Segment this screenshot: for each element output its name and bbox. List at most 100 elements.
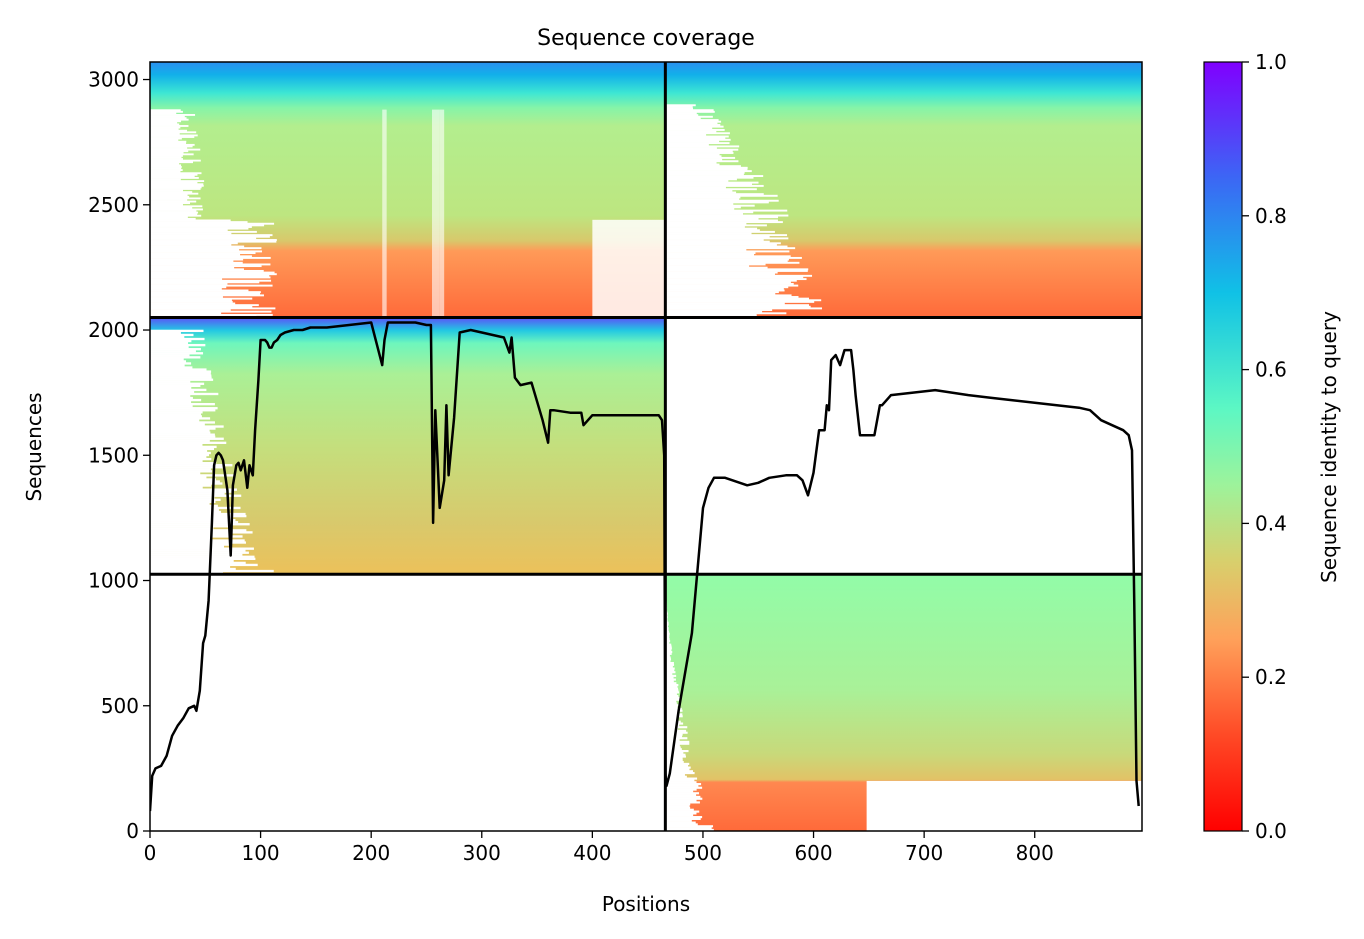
gap-row <box>665 180 729 182</box>
gap-row <box>665 680 674 683</box>
gap-row <box>150 248 240 251</box>
gap-row <box>150 142 187 145</box>
x-tick-label: 100 <box>241 841 279 865</box>
gap-row <box>665 632 670 635</box>
gap-row <box>150 245 245 248</box>
gap-row <box>150 194 188 197</box>
gap-row <box>665 658 672 661</box>
gap-row <box>150 506 241 510</box>
gap-row <box>665 135 729 138</box>
gap-row <box>150 476 207 479</box>
gap-row <box>665 148 739 151</box>
gap-row <box>665 230 775 233</box>
gap-row <box>665 663 675 666</box>
gap-row <box>665 196 741 199</box>
gap-row <box>665 284 799 287</box>
gap-row <box>150 400 192 404</box>
gap-row <box>150 227 249 230</box>
gap-row <box>665 718 677 721</box>
gap-row <box>150 394 191 398</box>
x-tick-label: 700 <box>905 841 943 865</box>
gap-row <box>665 227 758 230</box>
gap-row <box>665 283 794 285</box>
gap-row <box>665 671 676 674</box>
gap-row <box>665 788 697 791</box>
gap-row <box>665 255 791 258</box>
gap-row <box>665 117 701 120</box>
x-tick-label: 400 <box>573 841 611 865</box>
gap-row <box>150 537 213 540</box>
gap-row <box>150 253 241 256</box>
gap-row <box>150 455 207 459</box>
gap-row <box>665 194 778 197</box>
heatmap-gaps <box>150 104 1142 831</box>
gap-row <box>665 142 730 145</box>
gap-row <box>150 210 197 212</box>
gap-row <box>150 136 195 138</box>
gap-row <box>150 341 189 345</box>
gap-row <box>665 727 678 731</box>
gap-row <box>665 186 726 189</box>
gap-row <box>150 289 249 292</box>
gap-row <box>150 162 180 165</box>
gap-row <box>150 208 203 211</box>
gap-row <box>150 488 238 491</box>
gap-row <box>665 740 690 743</box>
gap-row <box>150 423 205 426</box>
gap-row <box>150 153 194 156</box>
gap-row <box>665 766 691 769</box>
gap-row <box>665 120 722 123</box>
gap-row <box>150 192 199 195</box>
gap-row <box>150 189 184 192</box>
gap-row <box>150 329 204 333</box>
gap-row <box>665 656 671 659</box>
colorbar-tick-label: 0.2 <box>1255 665 1287 689</box>
gap-row <box>150 417 211 420</box>
gap-row <box>150 563 258 567</box>
gap-row <box>665 621 669 624</box>
gap-row <box>150 529 247 532</box>
gap-row <box>150 170 181 173</box>
gap-row <box>665 265 750 268</box>
gap-row <box>665 660 671 663</box>
y-tick-label: 1000 <box>88 569 139 593</box>
gap-row <box>150 255 252 258</box>
gap-row <box>665 693 677 696</box>
gap-row <box>150 237 257 240</box>
gap-row <box>665 278 807 281</box>
gap-row <box>665 234 788 237</box>
gap-row <box>150 343 206 347</box>
gap-row <box>150 508 219 512</box>
gap-row <box>665 133 707 136</box>
gap-row <box>665 312 787 315</box>
gap-row <box>665 305 811 308</box>
gap-row <box>150 195 190 198</box>
gap-row <box>665 709 683 712</box>
gap-row <box>665 753 686 756</box>
gap-row <box>665 279 797 282</box>
gap-row <box>665 762 690 765</box>
gap-row <box>665 649 672 652</box>
gap-row <box>665 696 681 699</box>
gap-row <box>150 205 203 208</box>
gap-row <box>665 792 699 795</box>
colorbar <box>1203 61 1243 832</box>
gap-row <box>150 380 191 383</box>
gap-row <box>150 129 188 132</box>
gap-row <box>665 784 699 787</box>
gap-row <box>150 250 263 253</box>
gap-row <box>665 268 809 271</box>
gap-row <box>150 392 219 396</box>
gap-row <box>665 221 783 224</box>
gap-row <box>665 287 784 290</box>
gap-row <box>665 309 773 311</box>
gap-row <box>665 694 679 698</box>
gap-row <box>665 204 755 207</box>
gap-row <box>150 386 192 390</box>
gap-row <box>150 258 244 261</box>
gap-row <box>665 128 725 131</box>
gap-row <box>665 661 674 665</box>
gap-row <box>665 219 778 222</box>
gap-row <box>665 138 731 141</box>
gap-row <box>150 305 253 308</box>
